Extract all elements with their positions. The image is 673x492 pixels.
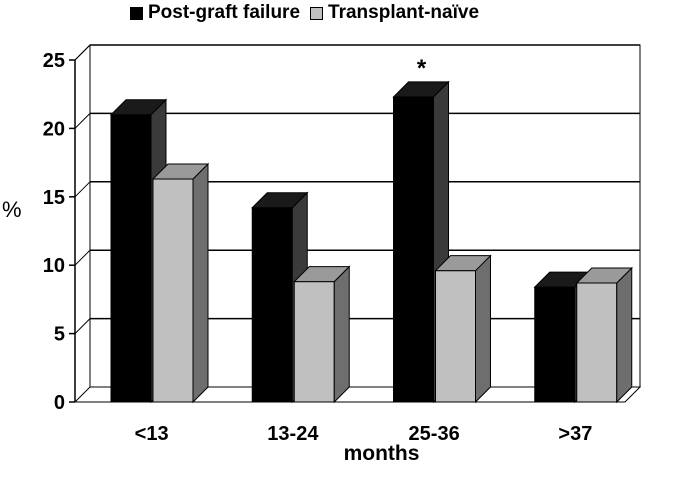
x-tick-label: <13: [135, 423, 169, 445]
gridline-side: [74, 113, 91, 129]
bar-transplant-naive: [152, 178, 194, 403]
bar-post-graft: [251, 207, 293, 403]
y-tick-label: 20: [43, 118, 65, 140]
bar-side: [616, 266, 633, 404]
bar-top: [434, 255, 492, 272]
legend-swatch-post-graft: [130, 6, 143, 20]
bar-side: [475, 254, 491, 404]
legend: Post-graft failure Transplant-naïve: [130, 0, 489, 26]
bar-top: [151, 163, 210, 180]
legend-swatch-transplant-naive: [310, 6, 324, 20]
legend-item-post-graft: Post-graft failure: [130, 2, 300, 24]
legend-label-transplant-naive: Transplant-naïve: [328, 2, 480, 23]
y-axis-label: %: [2, 197, 22, 222]
bar-top: [109, 99, 168, 116]
y-tick-label: 5: [54, 324, 65, 346]
y-axis-top-edge: [74, 44, 91, 61]
y-tick-label: 15: [43, 187, 65, 209]
bar-side: [333, 265, 350, 404]
legend-item-transplant-naive: Transplant-naïve: [310, 2, 479, 24]
y-tick-label: 0: [54, 392, 65, 414]
legend-label-post-graft: Post-graft failure: [148, 2, 301, 23]
gridline-side: [74, 249, 91, 266]
bar-top: [575, 267, 633, 284]
gridline-side: [74, 181, 91, 198]
bar-transplant-naive: [293, 281, 335, 403]
x-tick-label: >37: [558, 423, 592, 445]
y-tick-label: 25: [43, 50, 65, 72]
bar-transplant-naive: [435, 270, 476, 403]
bar-post-graft: [534, 286, 576, 403]
bar-post-graft: [393, 96, 434, 403]
x-tick-label: 13-24: [267, 423, 319, 445]
bar-post-graft: [110, 114, 152, 403]
bar-top: [392, 81, 450, 98]
bar-side: [192, 162, 209, 404]
significance-marker: *: [417, 55, 427, 82]
bar-transplant-naive: [576, 282, 618, 403]
bar-top: [293, 266, 351, 283]
bar-top: [251, 192, 309, 209]
x-tick-label: 25-36: [409, 423, 460, 445]
x-axis-label: months: [343, 442, 420, 465]
y-tick-label: 10: [43, 255, 65, 277]
gridline-side: [74, 318, 91, 334]
